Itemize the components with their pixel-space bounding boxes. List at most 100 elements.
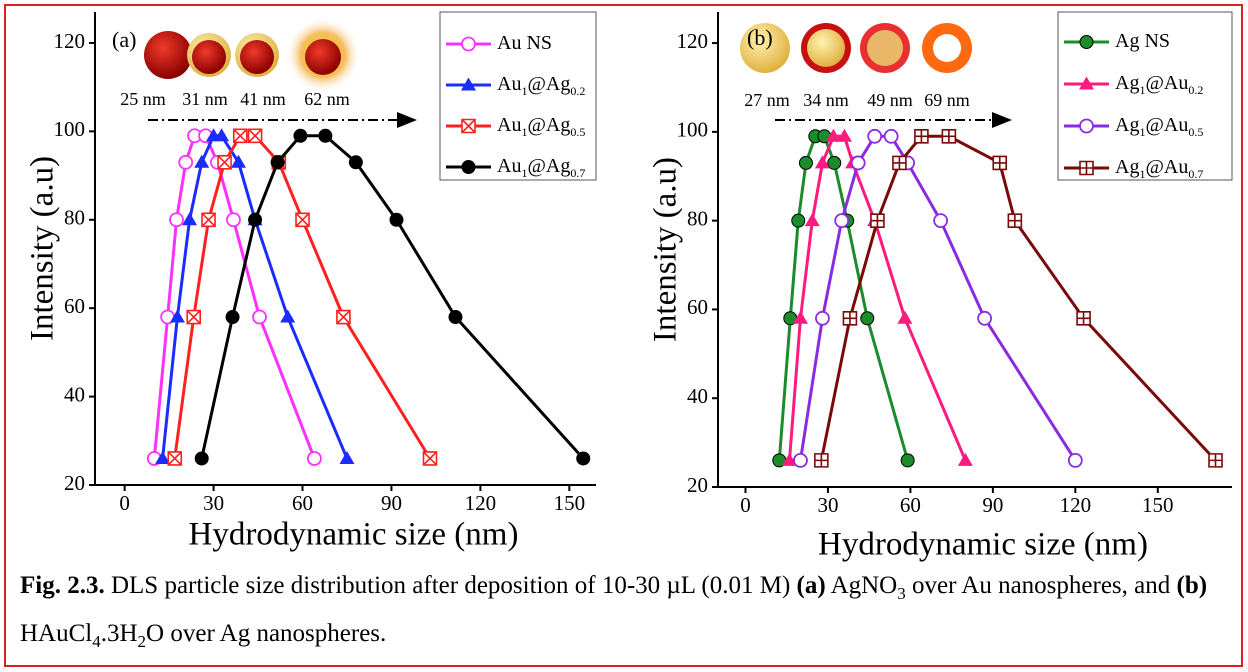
- point: [798, 155, 813, 170]
- series-line: [787, 134, 967, 461]
- point: [836, 128, 852, 142]
- point: [576, 451, 591, 466]
- size-label: 69 nm: [924, 90, 970, 110]
- series-line: [819, 134, 1217, 462]
- legend-label: Au1@Ag0.7: [497, 155, 585, 180]
- point: [280, 309, 296, 323]
- legend-marker: [1079, 160, 1094, 176]
- point: [933, 213, 949, 229]
- point: [834, 213, 850, 229]
- caption-text: (a): [796, 572, 826, 599]
- x-tick-label: 150: [1142, 493, 1174, 517]
- point: [169, 309, 185, 323]
- point: [815, 310, 830, 326]
- x-tick-label: 30: [817, 493, 838, 517]
- point: [169, 212, 184, 228]
- point: [804, 213, 820, 227]
- x-axis-title: Hydrodynamic size (nm): [818, 527, 1148, 563]
- point: [336, 309, 351, 325]
- x-tick-label: 150: [554, 491, 586, 515]
- y-tick-label: 20: [64, 471, 85, 495]
- legend-label: Ag1@Au0.2: [1115, 72, 1203, 97]
- legend-label: Au1@Ag0.5: [497, 114, 585, 139]
- x-tick-label: 60: [292, 491, 313, 515]
- point: [892, 155, 907, 171]
- particles-a: [144, 17, 417, 128]
- caption-text: .3H: [100, 620, 138, 647]
- point: [781, 452, 797, 466]
- caption-text: (b): [1176, 572, 1208, 599]
- point: [230, 154, 246, 168]
- caption-text: DLS particle size distribution after dep…: [110, 572, 791, 599]
- point: [194, 154, 210, 168]
- point: [293, 128, 308, 143]
- legend-label: Ag1@Au0.5: [1115, 114, 1203, 139]
- legend-marker: [461, 36, 476, 52]
- point: [897, 310, 913, 324]
- legend-label: Ag NS: [1115, 30, 1170, 52]
- point: [941, 128, 957, 144]
- point: [247, 128, 263, 144]
- size-label: 34 nm: [803, 90, 849, 110]
- point: [226, 212, 241, 228]
- point: [348, 155, 363, 170]
- point: [870, 213, 885, 228]
- x-tick-label: 90: [381, 491, 402, 515]
- legend-marker: [1079, 118, 1094, 134]
- x-tick-label: 90: [982, 493, 1003, 517]
- size-label: 27 nm: [744, 90, 790, 110]
- point: [232, 128, 248, 144]
- point: [900, 453, 915, 468]
- point: [422, 451, 438, 466]
- point: [977, 310, 993, 326]
- legend-marker: [461, 118, 476, 134]
- panel-label: (a): [112, 27, 136, 52]
- particles-b: [740, 23, 1012, 128]
- y-tick-label: 80: [687, 206, 708, 230]
- point: [225, 310, 240, 325]
- series-line: [200, 134, 585, 460]
- point: [957, 452, 973, 466]
- point: [814, 453, 829, 468]
- caption-text: 3: [897, 584, 906, 603]
- y-tick-label: 40: [64, 382, 85, 406]
- point: [867, 128, 883, 144]
- point: [186, 309, 202, 325]
- x-axis-title: Hydrodynamic size (nm): [189, 517, 519, 553]
- caption-text: Fig. 2.3.: [20, 572, 105, 599]
- point: [827, 155, 842, 170]
- point: [252, 309, 267, 325]
- figure-border: [4, 4, 1243, 667]
- legend-marker: [1079, 76, 1094, 90]
- size-label: 31 nm: [182, 89, 228, 109]
- point: [178, 154, 194, 170]
- caption-text: over Au nanospheres, and: [911, 572, 1171, 599]
- panel-label: (b): [747, 25, 773, 50]
- caption-text: HAuCl: [20, 620, 93, 647]
- point: [1208, 453, 1223, 468]
- point: [194, 451, 209, 466]
- legend-marker: [1079, 35, 1094, 49]
- size-label: 62 nm: [304, 89, 350, 109]
- caption: Fig. 2.3. DLS particle size distribution…: [20, 566, 1238, 662]
- series-line: [152, 134, 316, 460]
- caption-text: 4: [92, 632, 101, 651]
- y-tick-label: 20: [687, 473, 708, 497]
- point: [182, 212, 198, 226]
- series-line: [173, 134, 432, 460]
- point: [155, 450, 171, 464]
- size-label: 49 nm: [867, 90, 913, 110]
- x-tick-label: 120: [1060, 493, 1092, 517]
- point: [167, 451, 183, 466]
- point: [1076, 311, 1091, 326]
- x-tick-label: 120: [465, 491, 497, 515]
- point: [791, 213, 806, 228]
- y-axis-title: Intensity (a.u): [25, 156, 61, 341]
- point: [389, 212, 404, 227]
- point: [914, 128, 929, 144]
- x-tick-label: 0: [740, 493, 751, 517]
- size-label: 25 nm: [120, 89, 166, 109]
- point: [842, 311, 858, 326]
- point: [339, 450, 355, 464]
